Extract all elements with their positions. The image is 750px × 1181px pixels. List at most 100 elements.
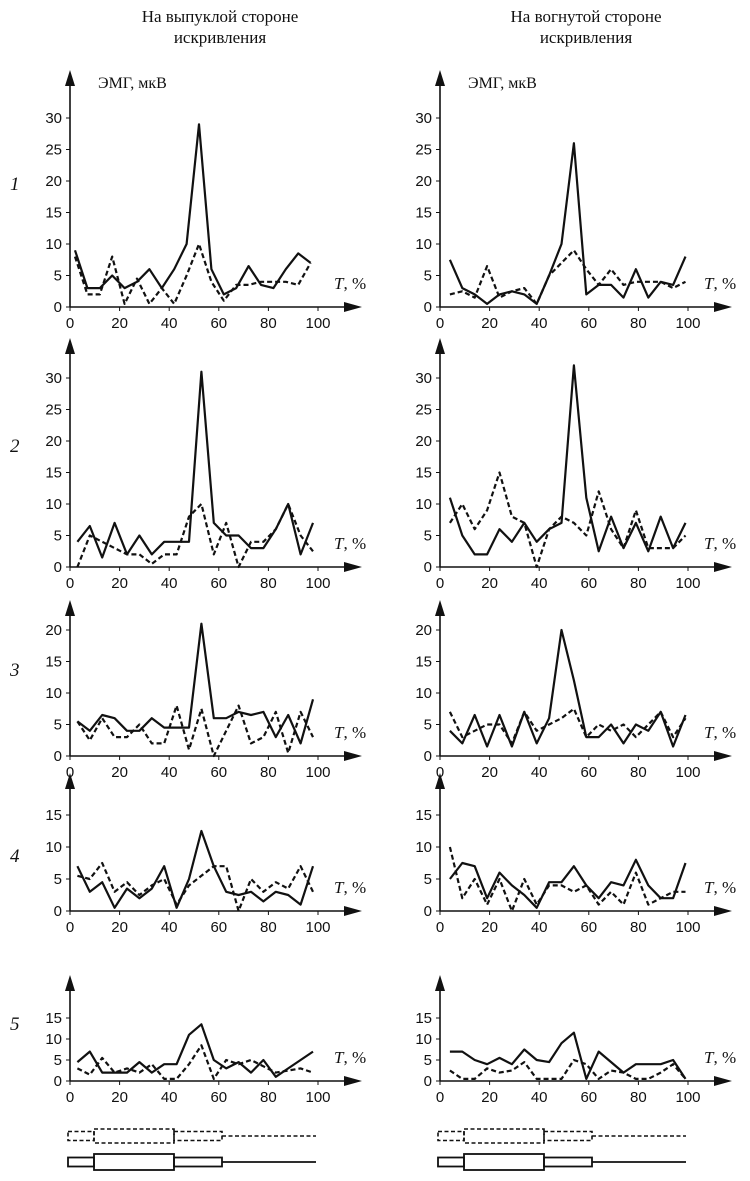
row-label: 5 [10,1014,20,1035]
row-label: 4 [10,846,20,867]
y-tick-label: 5 [54,717,62,734]
series-solid [76,622,315,745]
row-label: 2 [10,436,20,457]
y-tick-label: 20 [45,433,62,450]
phase-box-solid [67,1156,95,1168]
y-tick-label: 20 [415,622,432,639]
y-tick-label: 30 [415,110,432,127]
x-axis-label: T, % [704,274,736,293]
y-tick-label: 5 [424,1052,432,1069]
x-axis-label-var: T [704,878,715,897]
x-tick-label: 20 [111,919,128,936]
y-tick-label: 5 [424,268,432,285]
series-dashed [76,1044,314,1081]
x-tick-label: 40 [531,575,548,592]
x-tick-label: 20 [111,315,128,332]
y-tick-label: 0 [424,299,432,316]
column-header-concave-line1: На вогнутой стороне [510,7,662,26]
x-tick-label: 0 [436,575,444,592]
y-tick-label: 5 [54,528,62,545]
chart-3-concave: 0 5 10 15 20 0 20 40 60 80 100 T, % [415,600,736,781]
y-axis-arrow [435,975,445,991]
y-tick-label: 10 [415,839,432,856]
x-axis-label-var: T [334,723,345,742]
x-tick-label: 80 [630,919,647,936]
y-tick-label: 0 [424,1073,432,1090]
x-axis-label-var: T [704,274,715,293]
y-tick-label: 15 [45,1010,62,1027]
column-header-concave: На вогнутой стороне искривления [436,6,736,48]
x-axis-arrow [344,302,362,312]
x-axis-label-var: T [704,723,715,742]
y-tick-label: 10 [45,1031,62,1048]
chart-2-convex: 0 5 10 15 20 25 30 0 20 40 60 80 100 T, % 2 [10,338,366,592]
y-axis-arrow [65,975,75,991]
x-tick-label: 60 [210,764,227,781]
x-axis-label-unit: , % [343,274,366,293]
x-axis-label: T, % [704,878,736,897]
y-axis-arrow [435,773,445,789]
x-tick-label: 20 [111,764,128,781]
x-axis-arrow [344,1076,362,1086]
series-solid [76,1023,314,1078]
x-tick-label: 0 [66,575,74,592]
x-tick-label: 80 [260,919,277,936]
x-tick-label: 100 [675,575,700,592]
y-tick-label: 10 [45,236,62,253]
y-tick-label: 15 [45,465,62,482]
phase-box-dashed [93,1128,175,1144]
chart-1-concave: 0 5 10 15 20 25 30 0 20 40 60 80 100 T, % ЭМГ, мкВ [415,70,736,332]
y-tick-label: 0 [424,559,432,576]
y-axis-arrow [65,338,75,354]
series-dashed [449,1058,687,1081]
series-solid [449,1031,687,1081]
x-tick-label: 60 [580,1089,597,1106]
x-axis-arrow [344,562,362,572]
y-tick-label: 0 [54,1073,62,1090]
x-tick-label: 0 [436,315,444,332]
phase-box-dashed [543,1130,593,1142]
x-tick-label: 60 [210,919,227,936]
series-dashed [77,861,314,913]
phase-box-solid [93,1153,175,1171]
y-axis-arrow [65,600,75,616]
y-tick-label: 0 [54,559,62,576]
series-solid [76,370,315,559]
x-tick-label: 60 [210,575,227,592]
x-axis-label: T, % [704,1048,736,1067]
y-axis-arrow [435,600,445,616]
x-tick-label: 40 [531,315,548,332]
x-tick-label: 100 [675,919,700,936]
x-axis-label-unit: , % [713,534,736,553]
x-tick-label: 100 [305,1089,330,1106]
column-header-convex-line2: искривления [173,28,267,47]
x-tick-label: 100 [675,1089,700,1106]
y-tick-label: 5 [424,528,432,545]
x-tick-label: 20 [111,1089,128,1106]
phase-scheme [67,1128,316,1171]
y-tick-label: 0 [424,748,432,765]
row-label: 3 [9,660,20,681]
x-tick-label: 80 [260,1089,277,1106]
x-tick-label: 0 [66,764,74,781]
y-axis-arrow [65,70,75,86]
x-tick-label: 0 [436,764,444,781]
series-dashed [449,249,686,305]
x-axis-label: T, % [334,723,366,742]
y-tick-label: 30 [415,370,432,387]
y-tick-label: 30 [45,370,62,387]
y-tick-label: 25 [415,142,432,159]
phase-scheme [437,1128,686,1171]
x-axis-arrow [344,751,362,761]
x-tick-label: 80 [260,575,277,592]
y-tick-label: 0 [54,903,62,920]
x-tick-label: 80 [630,575,647,592]
y-tick-label: 25 [45,142,62,159]
y-tick-label: 15 [415,807,432,824]
y-tick-label: 5 [54,1052,62,1069]
x-tick-label: 40 [161,764,178,781]
chart-4-concave: 0 5 10 15 0 20 40 60 80 100 T, % [415,773,736,936]
series-solid [448,142,687,305]
y-axis-arrow [65,773,75,789]
